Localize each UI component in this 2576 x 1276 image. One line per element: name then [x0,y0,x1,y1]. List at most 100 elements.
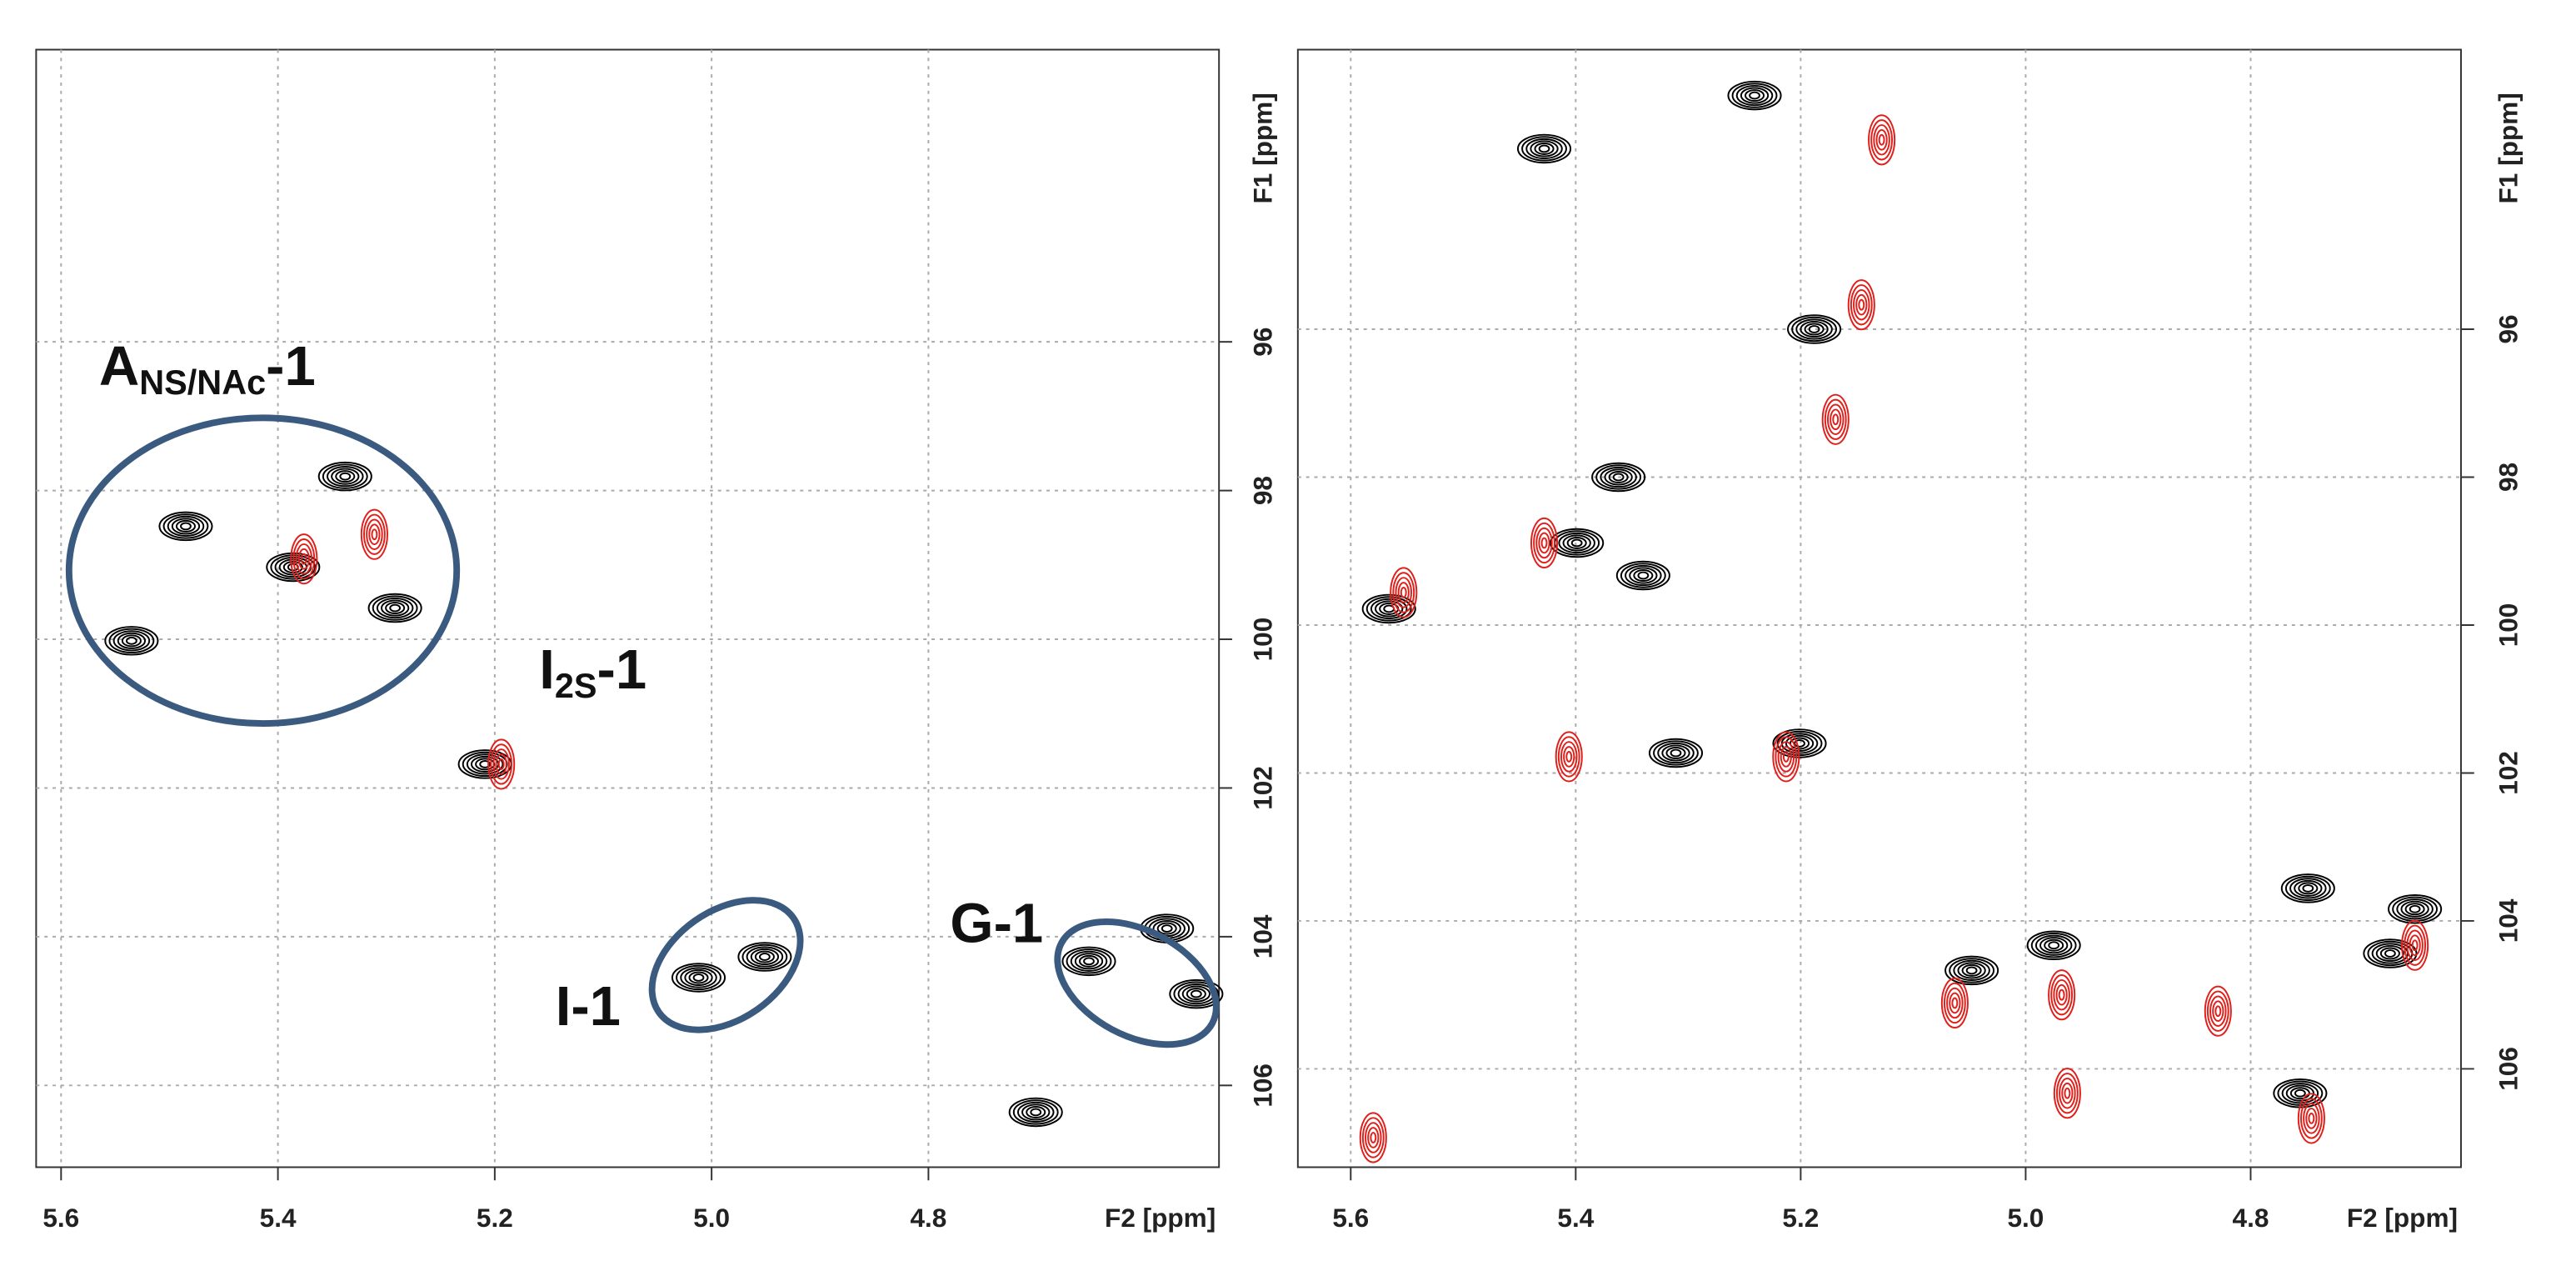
contour-ring [1361,1117,1385,1158]
contour-ring [1565,751,1573,763]
contour-ring [1949,992,1961,1014]
contour-ring [2289,878,2327,899]
contour-ring [180,522,192,531]
contour-ring [1525,138,1563,160]
peak [2297,1093,2325,1144]
contour-ring [2204,985,2232,1037]
peak [2388,894,2443,924]
contour-ring [2280,873,2335,903]
contour-ring [2053,1068,2081,1119]
contour-ring [2411,939,2419,952]
annotation-text: A [99,335,139,398]
contour-ring [126,636,137,645]
contour-ring [389,603,402,613]
contour-ring [292,538,316,580]
peak [1008,1097,1063,1128]
contour-ring [1850,284,1873,326]
contour-ring [335,470,356,483]
x-tick-label: 5.4 [1557,1203,1594,1233]
contour-ring [158,511,213,542]
peak [1516,133,1572,164]
contour-ring [737,942,792,972]
contour-ring [162,513,209,539]
contour-ring [676,964,721,991]
contour-ring [1397,582,1410,603]
contour-ring [1830,408,1842,431]
contour-ring [376,597,414,619]
contour-ring [1782,751,1790,763]
contour-ring [2294,1088,2306,1098]
contour-ring [2294,879,2323,897]
annotation: ANS/NAc-1 [99,335,316,402]
contour-ring [1612,473,1625,482]
contour-ring [1943,982,1966,1024]
contour-ring [2048,969,2076,1021]
contour-ring [2308,1112,2315,1124]
contour-ring [2026,930,2081,960]
contour-ring [331,468,360,485]
contour-ring [1657,742,1695,764]
contour-ring [2409,934,2421,957]
contour-ring [175,519,197,533]
contour-ring [1030,1108,1042,1117]
y-tick-label: 100 [1248,618,1278,662]
contour-ring [2409,904,2421,913]
contour-ring [2055,1073,2079,1114]
contour-ring [326,466,364,488]
y-tick-label: 96 [1248,328,1278,357]
contour-ring [754,950,775,963]
contour-ring [1361,593,1416,624]
contour-ring [1555,731,1583,783]
annotation-subscript: 2S [555,667,597,705]
contour-ring [1560,741,1578,773]
annotation-suffix: -1 [597,638,647,701]
contour-ring [1558,532,1595,554]
contour-ring [750,948,780,966]
contour-ring [104,626,159,656]
region-oval [1054,918,1220,1048]
x-tick-label: 4.8 [910,1203,946,1233]
contour-ring [1533,522,1555,564]
peak [1940,977,1969,1029]
contour-ring [112,630,151,652]
annotation: G-1 [950,892,1043,954]
contour-ring [1727,80,1782,111]
y-tick-label: 104 [2493,898,2523,943]
contour-ring [2401,919,2429,971]
contour-ring [1633,569,1654,583]
annotation-subscript: NS/NAc [139,363,266,402]
peak [2053,1068,2081,1119]
contour-ring [1775,736,1798,778]
contour-ring [372,595,418,621]
peak [1787,314,1842,344]
contour-ring [492,748,510,780]
contour-ring [322,463,368,489]
contour-ring [1538,532,1550,554]
contour-ring [1653,740,1699,766]
contour-ring [2281,1083,2319,1104]
y-tick-label: 102 [2493,751,2523,795]
y-tick-label: 104 [1248,914,1278,958]
y-tick-label: 100 [2493,603,2523,648]
contour-ring [1855,293,1868,316]
y-tick-label: 98 [1248,476,1278,505]
contour-ring [1595,464,1642,490]
peak [2048,969,2076,1021]
x-tick-label: 5.0 [693,1203,730,1233]
contour-ring [1785,734,1815,753]
x-tick-label: 5.0 [2007,1203,2044,1233]
contour-ring [1661,744,1690,762]
peak [1772,731,1800,783]
peak [1555,731,1583,783]
peak [1821,393,1850,445]
contour-ring [385,602,406,615]
contour-ring [108,628,155,653]
contour-ring [1390,567,1418,618]
contour-ring [2050,974,2074,1016]
peak [1591,462,1646,493]
contour-ring [1516,133,1572,164]
contour-ring [1965,966,1978,975]
contour-ring [1016,1101,1055,1123]
peak [2363,938,2418,968]
